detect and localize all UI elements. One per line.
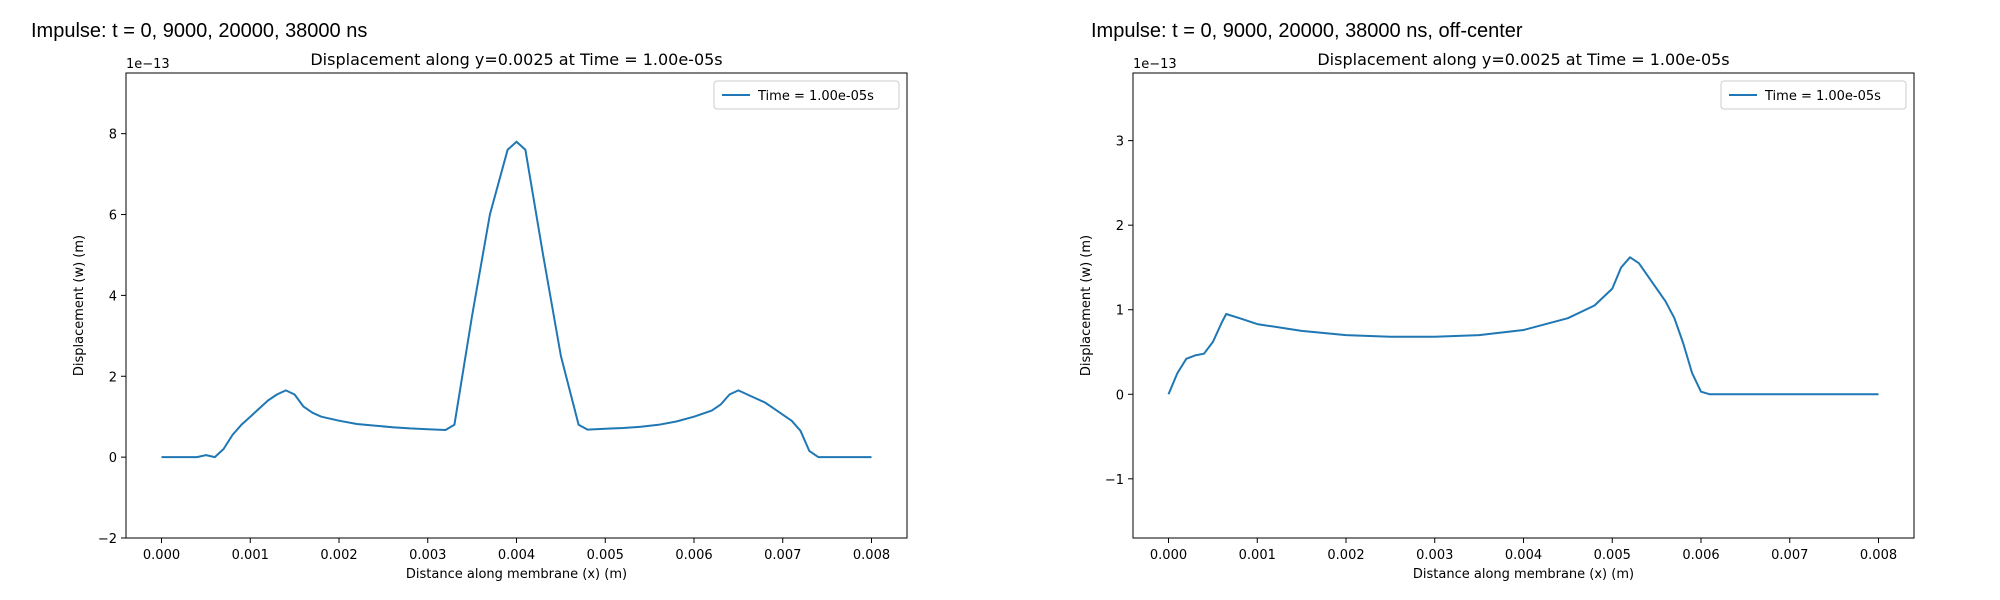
y-axis-label: Displacement (w) (m) (1079, 235, 1094, 376)
x-tick-label: 0.008 (1860, 548, 1897, 563)
legend-box (1720, 80, 1907, 110)
chart-title: Displacement along y=0.0025 at Time = 1.… (1317, 50, 1729, 69)
x-tick-label: 0.005 (587, 548, 624, 563)
y-tick-label: 1 (1116, 304, 1124, 319)
legend-label: Time = 1.00e-05s (1764, 89, 1881, 104)
legend: Time = 1.00e-05s (1720, 80, 1907, 110)
y-axis-label: Displacement (w) (m) (72, 235, 87, 376)
x-tick-label: 0.006 (675, 548, 712, 563)
x-tick-label: 0.005 (1594, 548, 1631, 563)
y-tick-label: 0 (1116, 388, 1124, 403)
x-tick-label: 0.006 (1682, 548, 1719, 563)
x-axis-label: Distance along membrane (x) (m) (406, 567, 627, 582)
legend: Time = 1.00e-05s (713, 80, 900, 110)
series-line (1167, 256, 1879, 396)
page-title-left: Impulse: t = 0, 9000, 20000, 38000 ns (31, 20, 368, 42)
y-tick-label: 2 (109, 370, 117, 385)
y-tick-label: 8 (109, 128, 117, 143)
chart-panel-right: 0.000 0.001 0.002 0.003 0.004 0.005 0.006 0.007… (1000, 0, 2000, 600)
x-tick-label: 0.003 (1416, 548, 1453, 563)
x-tick-label: 0.004 (1505, 548, 1542, 563)
y-tick-label: 6 (109, 209, 117, 224)
line-chart-left: 0.000 0.001 0.002 0.003 0.004 0.005 0.006 0.007… (72, 50, 908, 582)
chart-panel-left: 0.000 0.001 0.002 0.003 0.004 0.005 0.006 0.007… (72, 50, 908, 582)
legend-box (713, 80, 900, 110)
x-tick-label: 0.000 (1150, 548, 1187, 563)
x-tick-label: 0.003 (409, 548, 446, 563)
plot-frame (1132, 72, 1915, 539)
y-tick-label: 2 (1116, 219, 1124, 234)
y-tick-label: 0 (109, 451, 117, 466)
y-tick-label: −1 (1105, 473, 1124, 488)
x-tick-label: 0.001 (232, 548, 269, 563)
y-tick-label: 4 (109, 289, 117, 304)
y-tick-label: 3 (1116, 135, 1124, 150)
x-tick-label: 0.007 (764, 548, 801, 563)
x-tick-label: 0.002 (1327, 548, 1364, 563)
x-tick-label: 0.002 (320, 548, 357, 563)
chart-title: Displacement along y=0.0025 at Time = 1.… (310, 50, 722, 69)
x-tick-label: 0.000 (143, 548, 180, 563)
series-line (161, 140, 872, 459)
y-offset-text: 1e−13 (126, 57, 170, 72)
y-offset-text: 1e−13 (1133, 57, 1177, 72)
x-tick-label: 0.001 (1239, 548, 1276, 563)
x-tick-label: 0.004 (498, 548, 535, 563)
x-tick-label: 0.007 (1771, 548, 1808, 563)
y-tick-label: −2 (98, 532, 117, 547)
line-chart-right: 0.000 0.001 0.002 0.003 0.004 0.005 0.006 0.007… (1079, 50, 1915, 582)
legend-label: Time = 1.00e-05s (757, 89, 874, 104)
x-axis-label: Distance along membrane (x) (m) (1413, 567, 1634, 582)
page-title-right: Impulse: t = 0, 9000, 20000, 38000 ns, o… (1091, 20, 1523, 42)
x-tick-label: 0.008 (853, 548, 890, 563)
